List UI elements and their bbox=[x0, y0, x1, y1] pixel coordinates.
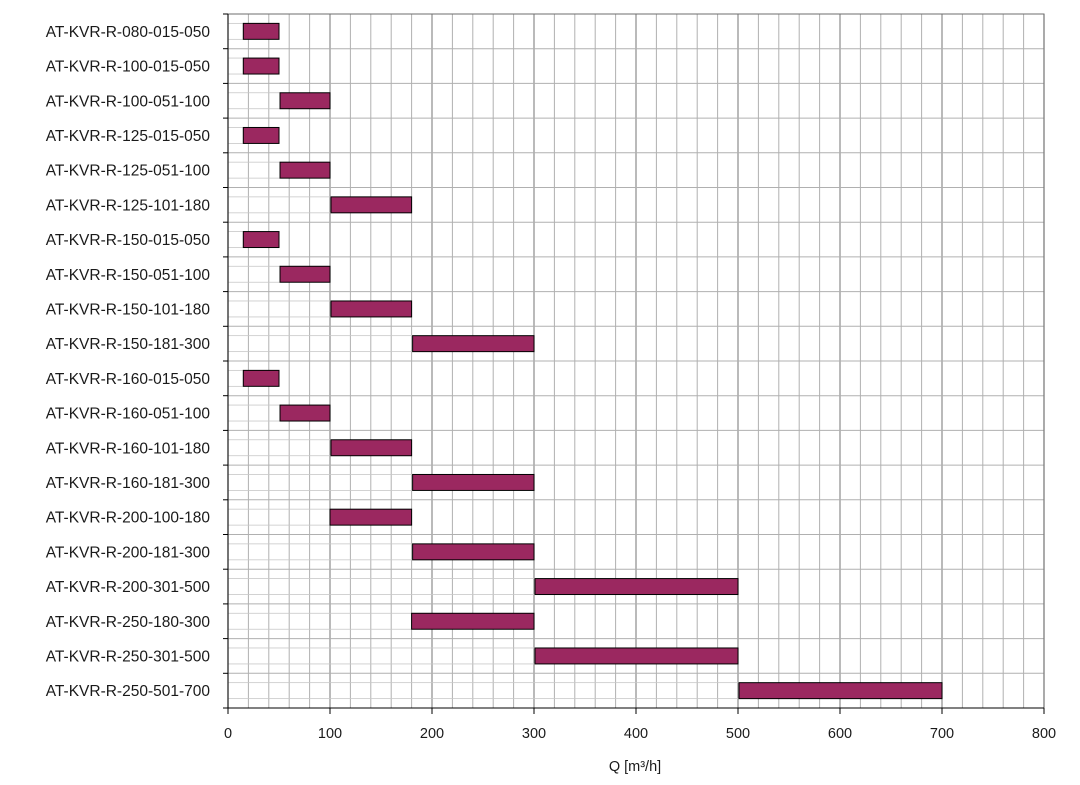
range-bar bbox=[242, 369, 280, 387]
category-label: AT-KVR-R-160-101-180 bbox=[46, 440, 211, 457]
range-bar bbox=[330, 439, 413, 457]
x-tick-label: 800 bbox=[1032, 726, 1056, 742]
bar-base-span bbox=[227, 300, 332, 318]
bar-base-span bbox=[227, 22, 244, 40]
bar-base-span bbox=[227, 474, 414, 491]
category-labels: AT-KVR-R-080-015-050 AT-KVR-R-100-015-050… bbox=[46, 24, 211, 700]
range-bar bbox=[330, 196, 413, 214]
category-label: AT-KVR-R-200-301-500 bbox=[46, 579, 211, 596]
bar-base-span bbox=[227, 612, 413, 630]
category-label: AT-KVR-R-160-181-300 bbox=[46, 475, 211, 492]
range-bar bbox=[412, 543, 535, 561]
category-label: AT-KVR-R-200-100-180 bbox=[46, 510, 211, 527]
range-bar bbox=[411, 612, 535, 630]
range-bar bbox=[242, 57, 280, 75]
bar-base-span bbox=[227, 508, 331, 526]
plot-frame bbox=[223, 13, 1045, 714]
range-bar bbox=[412, 335, 535, 353]
bar-base-span bbox=[227, 404, 281, 422]
bar-base-span bbox=[227, 127, 244, 144]
range-bar bbox=[242, 126, 280, 144]
range-bar bbox=[279, 92, 331, 110]
category-label: AT-KVR-R-100-015-050 bbox=[46, 59, 211, 76]
range-bar bbox=[534, 578, 739, 596]
x-tick-label: 600 bbox=[828, 726, 852, 742]
x-tick-label: 400 bbox=[624, 726, 648, 742]
x-tick-label: 0 bbox=[224, 726, 232, 742]
grid bbox=[227, 14, 1045, 708]
category-label: AT-KVR-R-160-051-100 bbox=[46, 406, 211, 423]
range-bar bbox=[534, 647, 739, 665]
x-tick-label: 700 bbox=[930, 726, 954, 742]
bar-base-span bbox=[227, 196, 332, 214]
category-label: AT-KVR-R-080-015-050 bbox=[46, 24, 211, 41]
range-bar bbox=[279, 265, 331, 283]
category-label: AT-KVR-R-150-051-100 bbox=[46, 267, 211, 284]
category-label: AT-KVR-R-100-051-100 bbox=[46, 93, 211, 110]
bar-base-span bbox=[227, 161, 281, 179]
category-label: AT-KVR-R-250-501-700 bbox=[46, 683, 211, 700]
range-bar bbox=[279, 404, 331, 422]
bar-base-span bbox=[227, 369, 244, 387]
bar-base-span bbox=[227, 231, 244, 248]
range-bar bbox=[279, 161, 331, 179]
range-bar bbox=[738, 682, 943, 700]
x-tick-label: 200 bbox=[420, 726, 444, 742]
x-tick-label: 300 bbox=[522, 726, 546, 742]
bar-base-span bbox=[227, 92, 281, 110]
category-label: AT-KVR-R-125-015-050 bbox=[46, 128, 211, 145]
bar-base-span bbox=[227, 543, 414, 561]
bar-base-span bbox=[227, 682, 740, 700]
x-axis-title: Q [m³/h] bbox=[609, 759, 661, 775]
x-tick-label: 100 bbox=[318, 726, 342, 742]
range-bar bbox=[329, 508, 413, 526]
bar-base-span bbox=[227, 439, 332, 457]
bars bbox=[227, 22, 943, 700]
bar-base-span bbox=[227, 57, 244, 75]
category-label: AT-KVR-R-150-101-180 bbox=[46, 301, 211, 318]
bar-base-span bbox=[227, 578, 536, 595]
category-label: AT-KVR-R-125-051-100 bbox=[46, 163, 211, 180]
bar-base-span bbox=[227, 647, 536, 665]
range-bar bbox=[242, 231, 280, 249]
range-bar bbox=[330, 300, 413, 318]
category-label: AT-KVR-R-160-015-050 bbox=[46, 371, 211, 388]
x-tick-label: 500 bbox=[726, 726, 750, 742]
category-label: AT-KVR-R-200-181-300 bbox=[46, 544, 211, 561]
category-label: AT-KVR-R-125-101-180 bbox=[46, 197, 211, 214]
category-label: AT-KVR-R-150-181-300 bbox=[46, 336, 211, 353]
range-bar bbox=[242, 22, 280, 40]
x-tick-labels: 0 100 200 300 400 500 600 700 800 bbox=[224, 726, 1056, 742]
bar-base-span bbox=[227, 335, 414, 353]
range-bar bbox=[412, 473, 535, 491]
category-label: AT-KVR-R-250-180-300 bbox=[46, 614, 211, 631]
category-label: AT-KVR-R-150-015-050 bbox=[46, 232, 211, 249]
bar-base-span bbox=[227, 265, 281, 283]
category-label: AT-KVR-R-250-301-500 bbox=[46, 648, 211, 665]
